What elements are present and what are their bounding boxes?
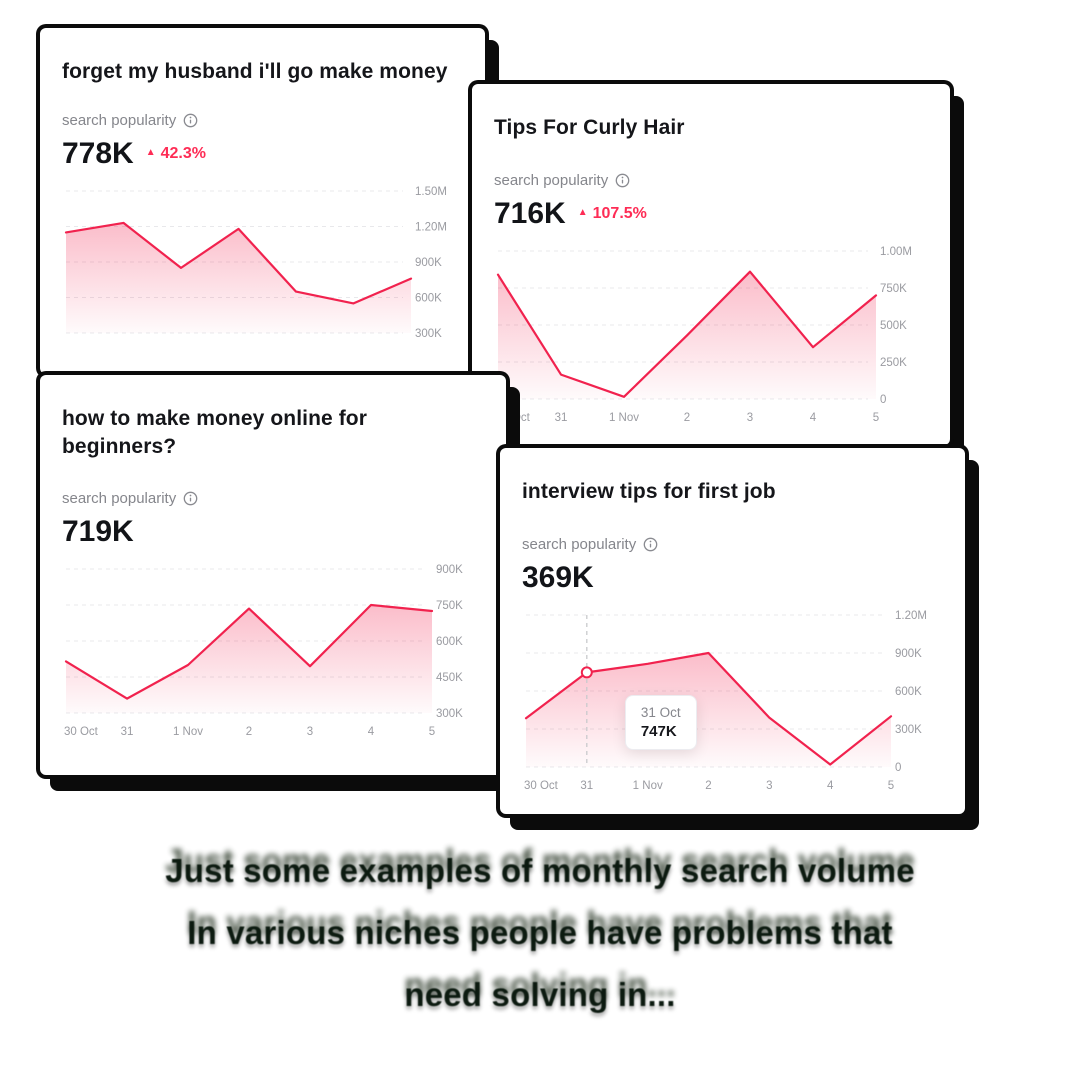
- value-row: 778K ▲ 42.3%: [62, 137, 463, 171]
- svg-text:3: 3: [307, 726, 313, 738]
- trend-up-icon: ▲: [577, 207, 588, 219]
- search-popularity-value: 369K: [522, 561, 594, 595]
- page-caption: Just some examples of monthly search vol…: [0, 842, 1080, 1038]
- svg-text:30 Oct: 30 Oct: [64, 726, 99, 738]
- svg-text:300K: 300K: [895, 724, 922, 736]
- metric-row: search popularity: [522, 536, 943, 553]
- tooltip-date: 31 Oct: [640, 704, 681, 720]
- svg-text:500K: 500K: [880, 320, 907, 332]
- card-title: forget my husband i'll go make money: [62, 60, 448, 83]
- search-popularity-chart[interactable]: 1.00M 750K 500K 250K 0 30 Oct 31 1 Nov 2 3 4 5: [494, 243, 928, 433]
- svg-text:5: 5: [429, 726, 435, 738]
- metric-row: search popularity: [62, 112, 463, 129]
- card-title: how to make money online for beginners?: [62, 407, 368, 459]
- svg-text:750K: 750K: [436, 600, 463, 612]
- caption-ghost: In various niches people have problems t…: [187, 904, 893, 941]
- svg-text:900K: 900K: [415, 257, 442, 269]
- svg-text:2: 2: [246, 726, 252, 738]
- svg-text:4: 4: [368, 726, 375, 738]
- search-popularity-value: 716K: [494, 197, 566, 231]
- search-popularity-value: 719K: [62, 514, 134, 548]
- metric-row: search popularity: [62, 490, 484, 507]
- change-percent: 42.3%: [160, 145, 206, 163]
- svg-text:31: 31: [580, 780, 593, 792]
- change-percent: 107.5%: [592, 205, 647, 223]
- info-icon[interactable]: [615, 173, 630, 188]
- tooltip-value: 747K: [640, 722, 677, 740]
- chart-svg: 1.20M 900K 600K 300K 0 30 Oct 31 1 Nov 2 3 4 5: [524, 610, 927, 792]
- trend-card-forget-my-husband: forget my husband i'll go make money sea…: [40, 28, 485, 374]
- trend-card-interview-tips: interview tips for first job search popu…: [500, 448, 965, 814]
- info-icon[interactable]: [643, 537, 658, 552]
- search-popularity-chart[interactable]: 1.20M 900K 600K 300K 0 30 Oct 31 1 Nov 2 3 4 5 31 Oc…: [522, 607, 943, 801]
- info-icon[interactable]: [183, 491, 198, 506]
- caption-ghost: need solving in...: [404, 966, 676, 1003]
- info-icon[interactable]: [183, 113, 198, 128]
- svg-text:1.50M: 1.50M: [415, 186, 447, 198]
- value-row: 716K ▲ 107.5%: [494, 197, 928, 231]
- caption-ghost: Just some examples of monthly search vol…: [165, 842, 915, 879]
- caption-text: need solving in...: [404, 976, 676, 1013]
- svg-text:600K: 600K: [436, 636, 463, 648]
- svg-text:300K: 300K: [415, 328, 442, 340]
- svg-text:1 Nov: 1 Nov: [609, 412, 639, 424]
- svg-text:4: 4: [810, 412, 817, 424]
- value-row: 369K: [522, 561, 943, 595]
- trend-up-icon: ▲: [145, 147, 156, 159]
- marker-dot: [580, 666, 593, 679]
- caption-text: Just some examples of monthly search vol…: [165, 852, 915, 889]
- trend-card-tips-for-curly-hair: Tips For Curly Hair search popularity 71…: [472, 84, 950, 445]
- metric-label: search popularity: [62, 489, 177, 507]
- svg-text:31: 31: [555, 412, 568, 424]
- svg-text:2: 2: [684, 412, 690, 424]
- svg-text:1.20M: 1.20M: [895, 610, 927, 622]
- svg-text:5: 5: [888, 780, 894, 792]
- search-popularity-value: 778K: [62, 137, 134, 171]
- svg-text:0: 0: [895, 762, 901, 774]
- card-title: interview tips for first job: [522, 480, 776, 503]
- caption-line: Just some examples of monthly search vol…: [0, 842, 1080, 914]
- svg-text:900K: 900K: [895, 648, 922, 660]
- metric-label: search popularity: [62, 112, 177, 130]
- svg-text:300K: 300K: [436, 708, 463, 720]
- svg-text:600K: 600K: [895, 686, 922, 698]
- search-popularity-chart[interactable]: 900K 750K 600K 450K 300K 30 Oct 31 1 Nov 2 3 4 5: [62, 561, 484, 747]
- svg-text:600K: 600K: [415, 293, 442, 305]
- svg-text:4: 4: [827, 780, 834, 792]
- svg-text:1 Nov: 1 Nov: [633, 780, 663, 792]
- svg-text:1.00M: 1.00M: [880, 246, 912, 258]
- chart-svg: 900K 750K 600K 450K 300K 30 Oct 31 1 Nov 2 3 4 5: [64, 564, 463, 738]
- svg-text:450K: 450K: [436, 672, 463, 684]
- svg-text:0: 0: [880, 394, 886, 406]
- svg-text:1 Nov: 1 Nov: [173, 726, 203, 738]
- svg-text:5: 5: [873, 412, 879, 424]
- svg-text:31: 31: [121, 726, 134, 738]
- caption-text: In various niches people have problems t…: [187, 914, 893, 951]
- svg-text:750K: 750K: [880, 283, 907, 295]
- chart-tooltip: 31 Oct 747K: [624, 694, 697, 750]
- svg-text:250K: 250K: [880, 357, 907, 369]
- caption-line: need solving in... need solving in...: [0, 966, 1080, 1038]
- svg-text:3: 3: [766, 780, 772, 792]
- chart-svg: 1.50M 1.20M 900K 600K 300K: [64, 186, 447, 340]
- svg-text:3: 3: [747, 412, 753, 424]
- change-badge: ▲ 107.5%: [578, 205, 647, 223]
- caption-line: In various niches people have problems t…: [0, 904, 1080, 976]
- metric-label: search popularity: [494, 172, 609, 190]
- svg-text:1.20M: 1.20M: [415, 222, 447, 234]
- metric-row: search popularity: [494, 172, 928, 189]
- metric-label: search popularity: [522, 536, 637, 554]
- change-badge: ▲ 42.3%: [146, 145, 206, 163]
- svg-text:900K: 900K: [436, 564, 463, 576]
- svg-text:2: 2: [705, 780, 711, 792]
- search-popularity-chart[interactable]: 1.50M 1.20M 900K 600K 300K: [62, 183, 463, 343]
- svg-text:30 Oct: 30 Oct: [524, 780, 559, 792]
- value-row: 719K: [62, 515, 484, 549]
- card-title: Tips For Curly Hair: [494, 116, 685, 139]
- trend-card-make-money-online: how to make money online for beginners? …: [40, 375, 506, 775]
